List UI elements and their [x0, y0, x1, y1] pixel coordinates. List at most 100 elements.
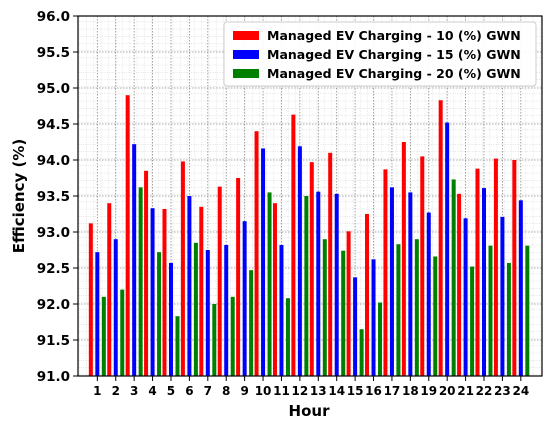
- y-tick-label: 92.5: [37, 261, 70, 277]
- bar-series-1-hour-8: [217, 186, 222, 376]
- bar-series-3-hour-19: [433, 256, 438, 376]
- bar-series-2-hour-16: [371, 259, 376, 376]
- bar-series-2-hour-14: [334, 193, 339, 376]
- bar-series-3-hour-3: [138, 187, 143, 376]
- x-tick-label: 19: [420, 384, 437, 398]
- x-tick-label: 8: [222, 384, 230, 398]
- bar-series-3-hour-14: [341, 250, 346, 376]
- legend-swatch-2: [233, 50, 259, 59]
- x-tick-label: 2: [112, 384, 120, 398]
- bar-series-1-hour-14: [328, 152, 333, 376]
- axes: 91.0 91.5 92.0 92.5 93.0 93.5 94.0 94.5 95.0 95.5…: [37, 9, 543, 398]
- bar-series-3-hour-15: [359, 329, 364, 376]
- bar-series-3-hour-7: [212, 304, 217, 376]
- bar-series-1-hour-20: [438, 100, 443, 377]
- legend-box: [223, 21, 537, 87]
- bar-series-2-hour-20: [445, 122, 450, 376]
- y-tick-label: 94.5: [37, 117, 70, 133]
- bar-series-2-hour-12: [297, 146, 302, 376]
- bar-series-3-hour-9: [249, 270, 254, 376]
- x-tick-label: 12: [292, 384, 309, 398]
- x-tick-label: 23: [494, 384, 511, 398]
- bar-series-2-hour-17: [389, 187, 394, 376]
- bar-series-2-hour-3: [132, 144, 137, 376]
- bar-series-1-hour-11: [272, 203, 277, 376]
- x-tick-label: 20: [439, 384, 456, 398]
- bar-series-1-hour-9: [236, 178, 241, 376]
- bar-series-3-hour-4: [157, 252, 162, 376]
- bar-series-1-hour-15: [346, 231, 351, 376]
- bar-series-1-hour-6: [180, 161, 185, 376]
- bar-series-2-hour-18: [408, 192, 413, 376]
- bar-series-3-hour-12: [304, 196, 309, 376]
- bar-series-3-hour-8: [230, 296, 235, 376]
- bar-series-2-hour-21: [463, 218, 468, 376]
- bar-series-1-hour-21: [457, 193, 462, 376]
- bar-series-3-hour-2: [120, 289, 125, 376]
- y-tick-label: 93.5: [37, 189, 70, 205]
- x-tick-label: 7: [204, 384, 212, 398]
- bar-series-1-hour-19: [420, 156, 425, 376]
- bar-series-2-hour-7: [205, 250, 210, 376]
- bar-series-1-hour-13: [309, 162, 314, 376]
- x-tick-label: 24: [512, 384, 529, 398]
- x-tick-label: 14: [328, 384, 345, 398]
- bar-series-2-hour-9: [242, 221, 247, 376]
- bar-series-1-hour-22: [475, 168, 480, 376]
- x-tick-label: 18: [402, 384, 419, 398]
- bar-series-2-hour-1: [95, 252, 100, 376]
- bar-series-2-hour-22: [482, 188, 486, 376]
- bar-series-2-hour-24: [518, 200, 523, 376]
- bar-series-3-hour-13: [322, 239, 327, 376]
- bar-series-2-hour-15: [353, 277, 358, 376]
- x-tick-label: 11: [273, 384, 290, 398]
- bar-series-3-hour-22: [488, 245, 493, 376]
- y-axis-label: Efficiency (%): [10, 139, 28, 254]
- bar-series-2-hour-2: [113, 239, 118, 376]
- bar-series-2-hour-19: [426, 212, 431, 376]
- bar-series-3-hour-17: [396, 244, 401, 376]
- bar-series-2-hour-23: [500, 216, 505, 376]
- bar-series-2-hour-4: [150, 208, 155, 376]
- bar-series-1-hour-16: [365, 214, 370, 376]
- bar-series-3-hour-23: [506, 262, 511, 376]
- bar-series-1-hour-18: [401, 142, 406, 376]
- bars: [88, 95, 530, 377]
- bar-series-1-hour-10: [254, 131, 259, 376]
- bar-series-3-hour-5: [175, 316, 180, 376]
- x-tick-label: 6: [185, 384, 193, 398]
- bar-series-3-hour-20: [451, 179, 456, 376]
- x-axis-label: Hour: [289, 402, 331, 420]
- legend: Managed EV Charging - 10 (%) GWN Managed …: [223, 21, 537, 87]
- bar-series-2-hour-11: [279, 244, 284, 376]
- legend-label-2: Managed EV Charging - 15 (%) GWN: [267, 47, 521, 62]
- x-tick-label: 5: [167, 384, 175, 398]
- x-tick-label: 21: [457, 384, 474, 398]
- bar-series-1-hour-23: [493, 158, 498, 376]
- bar-series-2-hour-6: [187, 196, 192, 376]
- y-tick-label: 92.0: [37, 297, 70, 313]
- bar-series-3-hour-18: [414, 239, 419, 376]
- y-tick-label: 91.0: [37, 369, 70, 385]
- bar-series-1-hour-2: [107, 203, 112, 376]
- x-tick-label: 17: [384, 384, 401, 398]
- legend-swatch-3: [233, 69, 259, 78]
- y-tick-label: 95.0: [37, 81, 70, 97]
- y-tick-label: 91.5: [37, 333, 70, 349]
- bar-series-3-hour-11: [285, 298, 290, 376]
- bar-series-2-hour-10: [261, 148, 266, 376]
- x-tick-label: 13: [310, 384, 327, 398]
- x-tick-label: 1: [93, 384, 101, 398]
- bar-series-1-hour-3: [125, 95, 130, 376]
- x-tick-label: 4: [148, 384, 156, 398]
- legend-swatch-1: [233, 31, 259, 40]
- y-tick-label: 95.5: [37, 45, 70, 61]
- y-tick-label: 96.0: [37, 9, 70, 25]
- legend-label-1: Managed EV Charging - 10 (%) GWN: [267, 28, 521, 43]
- bar-series-1-hour-12: [291, 114, 296, 376]
- bar-series-1-hour-5: [162, 208, 167, 376]
- bar-series-1-hour-1: [88, 223, 93, 376]
- y-tick-label: 93.0: [37, 225, 70, 241]
